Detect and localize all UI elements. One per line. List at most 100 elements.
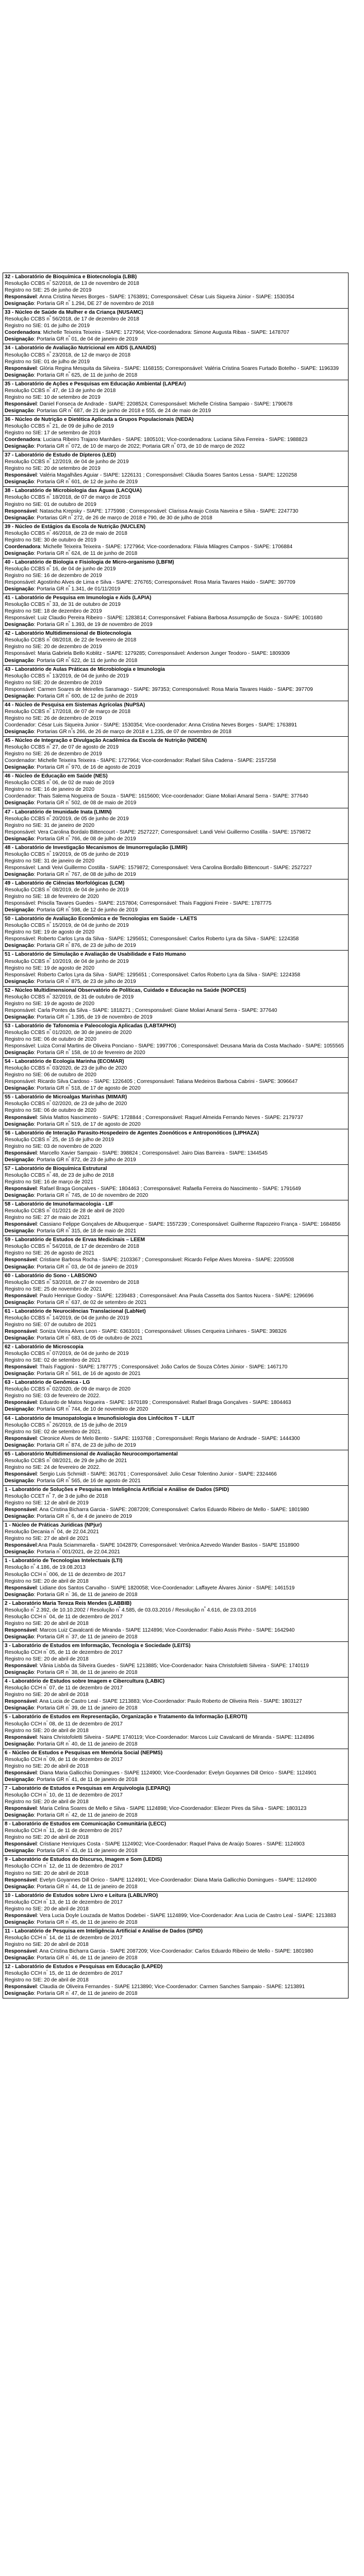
entry-line-label: Designação <box>5 1014 34 1020</box>
entry-line: Resolução CCH n° 09, de 11 de dezembro d… <box>5 1755 346 1763</box>
entry-line: Coordenadora: Michelle Teixeira Teixeira… <box>5 544 346 550</box>
registry-entry: 9 - Laboratório de Estudos do Discurso, … <box>3 1855 349 1892</box>
ordinal-indicator: º <box>69 442 70 447</box>
entry-line: Resolução CCH n° 04, de 11 de dezembro d… <box>5 1612 346 1620</box>
entry-line: Designação: Portarias GR nºs 266, de 26 … <box>5 727 346 735</box>
entry-title: 3 - Laboratório de Estudos em Informação… <box>5 1643 191 1649</box>
entry-line-text: Resolução CCBS nº 02/2020, de 09 de març… <box>5 1384 130 1393</box>
entry-line-label: Responsável <box>5 1627 37 1633</box>
registry-entry: 7 - Laboratório de Estudos e Pesquisas e… <box>3 1784 349 1821</box>
ordinal-indicator: º <box>49 421 51 427</box>
entry-line: Responsável: Anna Cristina Neves Borges … <box>5 294 346 300</box>
table-row: 1 - Laboratório de Tecnologias Intelectu… <box>3 1556 349 1600</box>
entry-line-label: Designação <box>5 336 34 343</box>
entry-line-label: Designação <box>5 586 34 592</box>
table-row: 10 - Laboratório de Estudos sobre Livro … <box>3 1891 349 1927</box>
entry-title: 41 - Laboratório de Pesquisa em Imunolog… <box>5 595 152 601</box>
table-row: 48 - Laboratório de Investigação Mecanis… <box>3 843 349 879</box>
entry-line: Responsável: Roberto Carlos Lyra da Silv… <box>5 936 346 942</box>
ordinal-indicator: º <box>69 905 70 910</box>
entry-line-text: Registro no SIE: 27 de abril de 2021 <box>5 1536 89 1542</box>
entry-line-text: Registro no SIE: 16 de março de 2021 <box>5 1179 93 1185</box>
entry-line: Registro no SIE: 31 de janeiro de 2020 <box>5 822 346 829</box>
ordinal-indicator: ° <box>69 1882 70 1887</box>
ordinal-indicator: º <box>69 1120 70 1125</box>
entry-title: 62 - Laboratório de Microscopia <box>5 1344 84 1350</box>
entry-line: Responsável: Luiz Claudio Pereira Ribeir… <box>5 615 346 621</box>
entry-line: Responsável: Daniel Fonseca de Andrade -… <box>5 401 346 408</box>
table-row: 4 - Laboratório de Estudos sobre Imagem … <box>3 1677 349 1714</box>
entry-title: 12 - Laboratório de Estudos e Pesquisas … <box>5 1964 163 1970</box>
entry-line-label: Designação <box>5 1549 34 1555</box>
entry-line-text: : Glória Regina Mesquita da Silveira - S… <box>37 365 339 371</box>
ordinal-indicator: º <box>49 1135 51 1140</box>
entry-line: Registro no SIE: 18 de fevereiro de 2020 <box>5 893 346 900</box>
entry-line-label: Designação <box>5 1406 34 1413</box>
entry-line-text: : Portaria GR n° 45, de 11 de janeiro de… <box>34 1918 138 1925</box>
entry-line: Resolução CCH n° 08, de 11 de dezembro d… <box>5 1720 346 1727</box>
entry-line-text: : Portaria GR nº 502, de 08 de maio de 2… <box>34 799 137 806</box>
entry-line: Responsável: Diana Maria Gallicchio Domi… <box>5 1770 346 1776</box>
entry-line-text: : Soniza Vieira Alves Leon - SIAPE: 6363… <box>37 1328 287 1334</box>
entry-title: 1 - Núcleo de Práticas Jurídicas (NPjur) <box>5 1522 102 1529</box>
entry-line: Registro no SIE: 02 de setembro de 2021 <box>5 1357 346 1364</box>
entry-title: 47 - Laboratório de Imunidade Inata (LIM… <box>5 809 112 815</box>
ordinal-indicator: ° <box>46 1969 48 1974</box>
registry-entry: 50 - Laboratório de Avaliação Econômica … <box>3 914 349 951</box>
entry-line: Resolução CCBS nº 46/2018, de 23 de maio… <box>5 529 346 537</box>
entry-line-text: : Portaria GR nº 622, de 11 de junho de … <box>34 656 138 664</box>
entry-line: Resolução CCBS nº 54/2018, de 17 de deze… <box>5 1243 346 1250</box>
entry-line: Designação: Portaria GR n° 44, de 11 de … <box>5 1882 346 1890</box>
entry-line: Designação: Portaria GR nº 158, de 10 de… <box>5 1049 346 1056</box>
entry-line: Registro no SIE: 10 de setembro de 2019 <box>5 394 346 401</box>
entry-line: Resolução CCBS nº 13/2019, de 04 de junh… <box>5 672 346 680</box>
entry-line: Designação: Portaria GR nº 625, de 11 de… <box>5 370 346 379</box>
ordinal-indicator: º <box>49 1456 51 1461</box>
entry-line: Registro no SIE: 20 de abril de 2018 <box>5 1620 346 1627</box>
entry-line: Resolução CCH n° 006, de 11 de dezembro … <box>5 1570 346 1578</box>
registry-entry: 38 - Laboratório de Microbiologia das Ág… <box>3 486 349 523</box>
ordinal-indicator: º <box>34 1605 35 1611</box>
entry-line: Responsável: Silvia Mattos Nascimento - … <box>5 1114 346 1121</box>
entry-line-text: Registro no SIE: 07 de outubro de 2021 <box>5 1321 96 1328</box>
entry-line-text: : Luciana Ribeiro Trajano Manhães - SIAP… <box>40 437 308 443</box>
entry-line-text: Responsável: Vera Carolina Bordalo Bitte… <box>5 829 311 835</box>
entry-line: Designação: Portaria nº 001/2021, de 22.… <box>5 1548 346 1555</box>
entry-line-text: Responsável: Landi Veivi Guillermo Costi… <box>5 865 312 871</box>
entry-line-text: Resolução CCBS nº 16, de 04 de junho de … <box>5 564 116 572</box>
entry-line: Designação: Portaria GR n° 36, de 11 de … <box>5 1590 346 1598</box>
table-row: 37 - Laboratório de Estudo de Dípteros (… <box>3 451 349 487</box>
ordinal-indicator: º <box>49 1099 51 1105</box>
ordinal-indicator: º <box>49 921 51 926</box>
entry-line-label: Designação <box>5 765 34 771</box>
entry-title: 45 - Núcleo de Integração e Divulgação A… <box>5 738 207 744</box>
entry-line: Coordenador: Michelle Teixeira Teixeira … <box>5 757 346 764</box>
ordinal-indicator: º <box>69 1191 70 1196</box>
entry-line-text: Registro no SIE: 20 de abril de 2018 <box>5 1799 89 1805</box>
entry-line: Resolução CCBS nº 16, de 04 de junho de … <box>5 564 346 572</box>
entry-line-label: Designação <box>5 1591 34 1598</box>
ordinal-indicator: º <box>69 299 70 304</box>
ordinal-indicator: ° <box>46 1933 48 1938</box>
entry-line: Designação: Portaria GR nº 970, de 16 de… <box>5 764 346 771</box>
entry-line: Resolução CCBS nº 06, de 02 de maio de 2… <box>5 779 346 786</box>
ordinal-indicator: º <box>69 370 70 376</box>
entry-title: 36 - Núcleo de Nutrição e Dietética Apli… <box>5 416 194 422</box>
entry-line-text: Registro no SIE: 16 de dezembro de 2019 <box>5 572 102 579</box>
entry-line: Responsável: Landi Veivi Guillermo Costi… <box>5 865 346 871</box>
table-row: 64 - Laboratório de Imunopatologia e Imu… <box>3 1414 349 1450</box>
entry-line: Resolução CCBS nº 08/2018, de 22 de feve… <box>5 636 346 643</box>
entry-line-label: Responsável <box>5 1543 37 1549</box>
entry-line-text: Registro no SIE: 02 de setembro de 2021. <box>5 1429 102 1435</box>
entry-line-text: Registro no SIE: 16 de janeiro de 2020 <box>5 787 94 793</box>
entry-line-text: Registro no SIE: 19 de agosto de 2020 <box>5 965 94 971</box>
table-row: 62 - Laboratório de Microscopia Resolução… <box>3 1343 349 1379</box>
entry-line-text: Resolução CCH n° 11, de 11 de dezembro d… <box>5 1826 123 1834</box>
entry-line: Designação: Portaria GR nº 600, de 12 de… <box>5 692 346 700</box>
entry-line: Registro no SIE: 27 de abril de 2021 <box>5 1535 346 1542</box>
entry-line-label: Responsável <box>5 472 37 479</box>
entry-line: Designação: Portaria GR nº 637, de 02 de… <box>5 1298 346 1306</box>
ordinal-indicator: ° <box>46 1612 48 1617</box>
registry-entry: 62 - Laboratório de Microscopia Resolução… <box>3 1343 349 1379</box>
entry-line-text: Resolução CCBS nº 01/2020, de 30 de jane… <box>5 1028 132 1036</box>
